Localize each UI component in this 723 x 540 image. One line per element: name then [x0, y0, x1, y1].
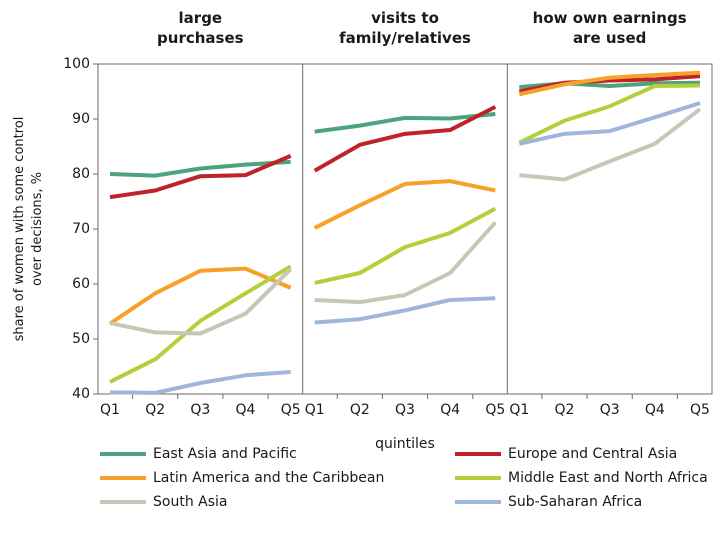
x-tick-label: Q4: [645, 402, 665, 418]
plot-frame: [97, 63, 713, 395]
panel-title: visits to family/relatives: [339, 9, 471, 47]
x-tick-label: Q3: [600, 402, 620, 418]
series-line: [314, 206, 497, 285]
x-tick-label: Q5: [281, 402, 301, 418]
legend-label: East Asia and Pacific: [153, 446, 297, 462]
series-line: [314, 112, 496, 134]
series-line: [518, 70, 701, 97]
x-tick-label: Q4: [236, 402, 256, 418]
x-tick-label: Q2: [350, 402, 370, 418]
y-tick-label: 70: [72, 221, 90, 237]
panel-title-line: visits to: [371, 9, 439, 27]
series-line: [109, 264, 292, 384]
legend-label: Latin America and the Caribbean: [153, 470, 384, 486]
y-tick-label: 50: [72, 331, 90, 347]
x-tick-label: Q4: [440, 402, 460, 418]
legend-label: Sub-Saharan Africa: [508, 494, 642, 510]
panel-title: large purchases: [157, 9, 244, 47]
legend-label: South Asia: [153, 494, 227, 510]
series-line: [519, 107, 702, 182]
legend-label: Europe and Central Asia: [508, 446, 677, 462]
series-line: [314, 221, 497, 305]
y-tick-label: 60: [72, 276, 90, 292]
series-line: [518, 101, 701, 146]
panel-title-line: are used: [573, 29, 646, 47]
x-tick-label: Q1: [100, 402, 120, 418]
panel-title: how own earnings are used: [533, 9, 687, 47]
y-tick-label: 80: [72, 166, 90, 182]
x-tick-label: Q5: [690, 402, 710, 418]
x-tick-label: Q1: [509, 402, 529, 418]
x-tick-label: Q3: [190, 402, 210, 418]
y-axis-label: share of women with some control over dec…: [12, 117, 45, 342]
y-axis-label-line: share of women with some control: [12, 117, 27, 342]
series-line: [313, 105, 497, 173]
x-tick-label: Q1: [305, 402, 325, 418]
legend-label: Middle East and North Africa: [508, 470, 708, 486]
panel-title-line: family/relatives: [339, 29, 471, 47]
x-tick-label: Q5: [485, 402, 505, 418]
series-line: [108, 266, 292, 326]
x-tick-label: Q3: [395, 402, 415, 418]
series-line: [109, 154, 292, 200]
panel-title-line: how own earnings: [533, 9, 687, 27]
y-tick-label: 90: [72, 111, 90, 127]
x-axis-label: quintiles: [375, 436, 435, 452]
series-line: [314, 296, 496, 325]
series-line: [313, 179, 496, 230]
y-tick-label: 100: [63, 56, 90, 72]
series-line: [518, 83, 701, 145]
x-tick-label: Q2: [145, 402, 165, 418]
y-tick-label: 40: [72, 386, 90, 402]
series-line: [109, 267, 293, 336]
series-line: [109, 370, 291, 395]
x-tick-label: Q2: [555, 402, 575, 418]
y-axis-label-line: over decisions, %: [30, 172, 45, 286]
panel-title-line: purchases: [157, 29, 244, 47]
series-line: [109, 159, 291, 178]
panel-title-line: large: [179, 9, 223, 27]
